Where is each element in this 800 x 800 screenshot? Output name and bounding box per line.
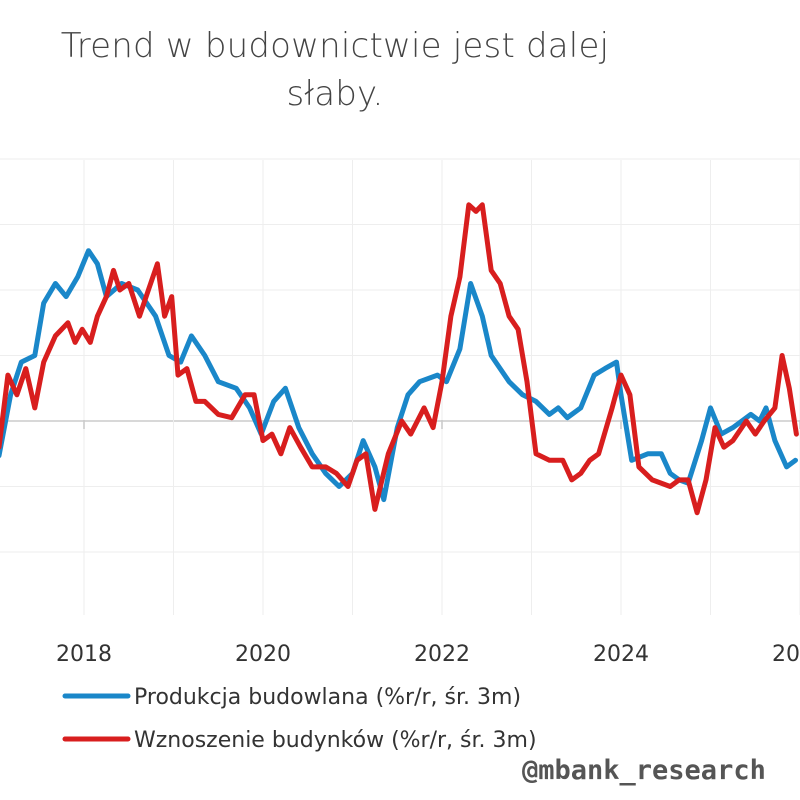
chart-title-line-1: Trend w budownictwie jest dalej — [60, 26, 610, 66]
x-tick-label-2024: 2024 — [593, 642, 649, 667]
series-lines — [0, 202, 799, 516]
x-tick-label-2026: 2026 — [772, 642, 800, 667]
legend-label-produkcja: Produkcja budowlana (%r/r, śr. 3m) — [134, 685, 521, 710]
x-tick-label-2018: 2018 — [56, 642, 112, 667]
x-tick-label-2022: 2022 — [414, 642, 470, 667]
legend-label-wznoszenie: Wznoszenie budynków (%r/r, śr. 3m) — [134, 728, 537, 753]
chart-title-line-2: słaby. — [286, 74, 384, 114]
series-line-wznoszenie — [0, 202, 799, 516]
chart-title: Trend w budownictwie jest dalej słaby. — [0, 22, 670, 118]
legend: Produkcja budowlana (%r/r, śr. 3m) Wznos… — [62, 685, 537, 753]
x-axis-tick-labels: 2018 2020 2022 2024 2026 — [56, 642, 800, 667]
grid — [0, 158, 800, 615]
watermark: @mbank_research — [522, 755, 766, 786]
x-tick-label-2020: 2020 — [235, 642, 291, 667]
